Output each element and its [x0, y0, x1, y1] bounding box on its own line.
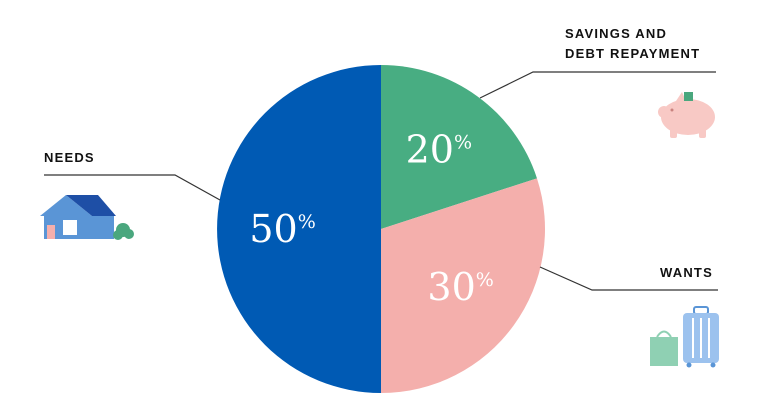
- percent-label-wants: 30%: [427, 265, 493, 309]
- pie-slice-needs: [217, 65, 381, 393]
- pie-slice-wants: [381, 178, 545, 393]
- house-icon: [40, 195, 134, 240]
- leader-lines: [44, 71, 718, 291]
- label-savings-line2: DEBT REPAYMENT: [565, 46, 700, 61]
- pie-slice-savings: [381, 65, 537, 229]
- pie-slices: [217, 65, 545, 393]
- leader-line-needs: [44, 174, 221, 201]
- piggy-bank-icon: [658, 92, 715, 138]
- leader-line-wants: [539, 266, 718, 291]
- percent-label-needs: 50%: [249, 207, 315, 251]
- shopping-bag-suitcase-icon: [650, 306, 719, 368]
- label-needs: NEEDS: [44, 150, 95, 165]
- label-wants: WANTS: [660, 265, 713, 280]
- leader-line-savings: [479, 71, 716, 99]
- percent-label-savings: 20%: [406, 127, 472, 171]
- percent-labels: 20% 30% 50%: [249, 127, 493, 308]
- label-savings-line1: SAVINGS AND: [565, 26, 667, 41]
